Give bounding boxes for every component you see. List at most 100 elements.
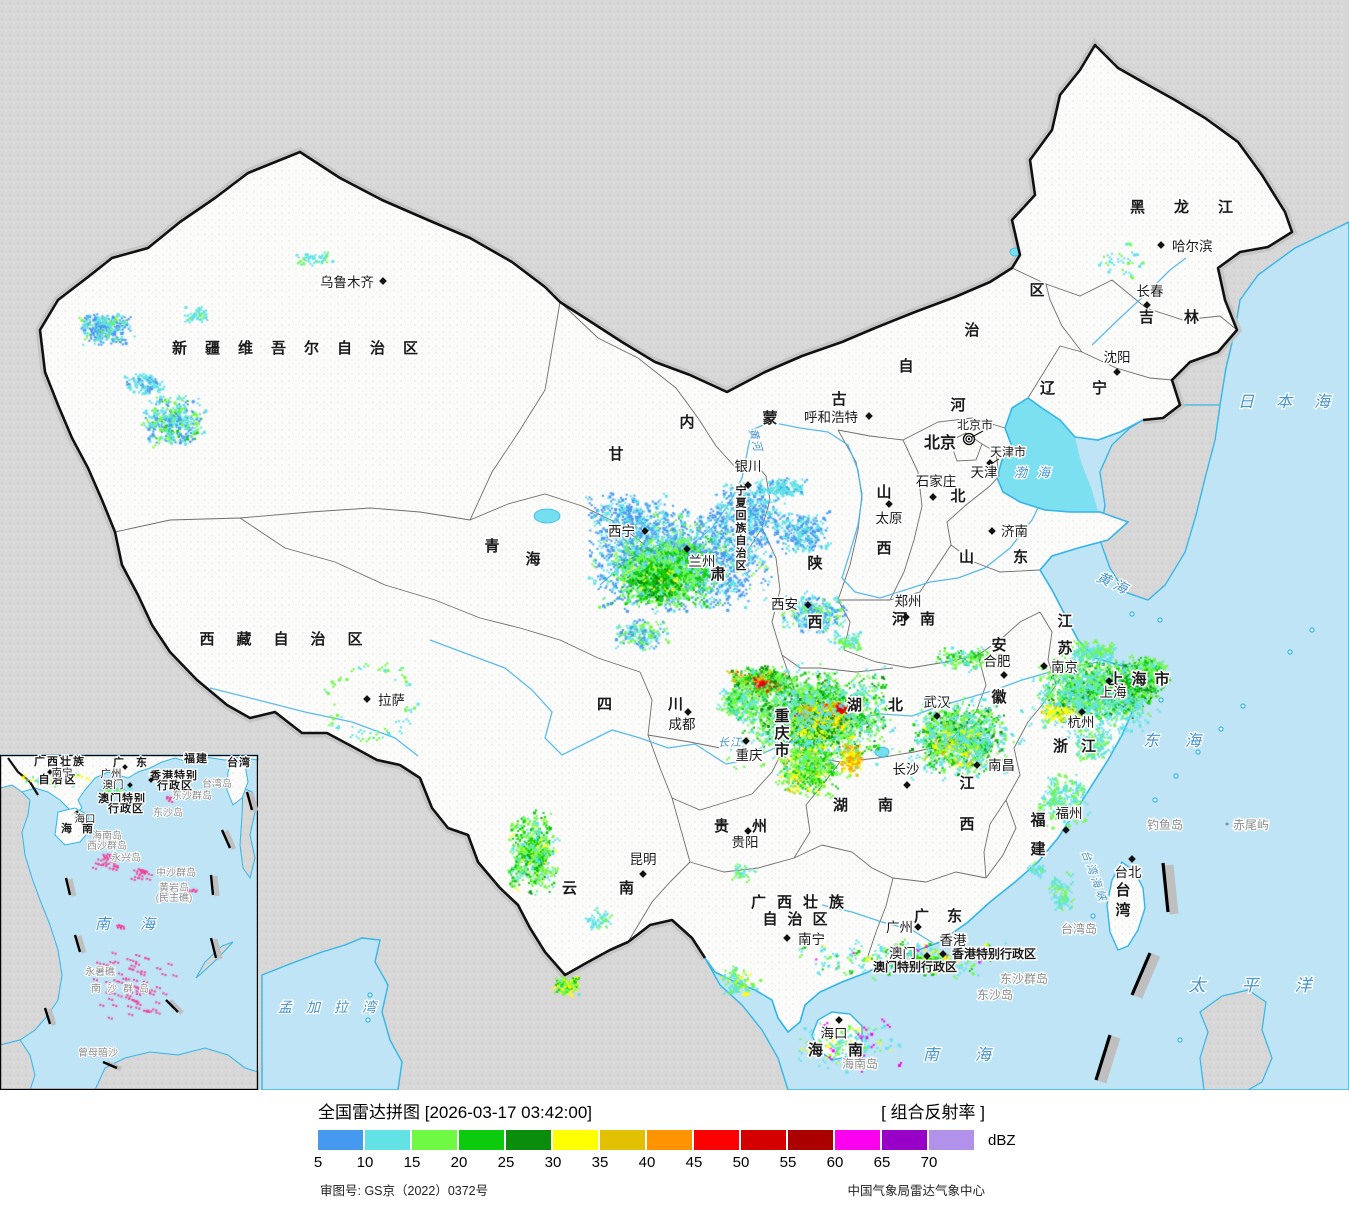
city-marker [1128,855,1136,863]
city-label: 杭州 [1068,715,1095,730]
legend-tick: 40 [638,1154,656,1171]
city-marker [1157,241,1165,249]
province-label: 福 [1029,811,1045,829]
inset-island-label: 海南岛 [92,829,122,842]
sea-label: 渤海 [1014,465,1060,480]
province-label: 徽 [990,688,1007,706]
city-marker [885,500,893,508]
city-label: 澳门 [889,946,916,961]
province-label: 庆 [774,724,789,742]
province-label: 安 [991,636,1006,654]
island-label: 海南岛 [842,1056,878,1071]
inset-dash-shadow [212,938,223,960]
province-label: 自治区 [762,910,837,928]
province-label: 新疆维吾尔自治区 [172,339,436,357]
credit-label: 中国气象局雷达气象中心 [847,1184,985,1198]
inset-dash-shadow [67,878,77,897]
city-marker [1000,671,1008,679]
city-marker [865,412,873,420]
inset-dash [209,937,218,959]
inset-island-label: (民主礁) [156,891,193,904]
city-label: 合肥 [984,654,1011,669]
inset-island-label: 曾母暗沙 [78,1046,118,1059]
boundary-dash-shadow [1133,953,1161,999]
province-label: 云南 [562,879,676,897]
province-label: 西 [876,540,891,557]
province-label: 江 [1057,612,1072,630]
inset-dash [102,1060,118,1070]
city-marker [379,277,387,285]
inset-island-label: 永兴岛 [111,851,141,864]
city-marker [914,923,922,931]
inset-province-label: 行政区 [156,778,193,792]
legend-panel: 全国雷达拼图 [2026-03-17 03:42:00] [ 组合反射率 ] d… [0,1090,1349,1208]
province-label: 黑龙江 [1130,198,1262,216]
legend-tick: 45 [685,1154,703,1171]
capital-symbol [967,437,971,441]
inset-city-marker [122,764,128,770]
province-label: 海 [525,550,540,568]
radar-echo-layer [0,0,1349,1090]
province-label: 北 [950,488,965,505]
map-title: 全国雷达拼图 [2026-03-17 03:42:00] [318,1103,593,1122]
city-marker [744,481,752,489]
city-label: 北京 [924,433,956,452]
legend-tick: 35 [591,1154,609,1171]
inset-island-label: 东沙群岛 [172,789,212,802]
island-label: 赤尾屿 [1233,818,1269,832]
inset-province-label: 香港特别 [149,768,198,782]
city-label: 天津 [971,465,998,480]
boundary-dash [1130,952,1152,996]
island-label: 东沙岛 [977,987,1013,1002]
city-marker [902,613,910,621]
inset-dash [165,999,179,1013]
city-label: 海口 [821,1026,848,1041]
city-label: 南宁 [798,931,825,947]
inset-province-label: 自治区 [39,772,78,786]
city-marker [939,950,947,958]
inset-island-label: 东沙岛 [153,806,183,819]
province-label: 四川 [597,696,739,713]
legend-tick: 50 [732,1154,750,1171]
city-label: 济南 [1001,524,1028,539]
inset-dash [64,877,72,896]
inset-city-label: 海口 [75,812,96,825]
legend-tick: 20 [450,1154,468,1171]
province-label: 浙江 [1053,737,1109,755]
inset-dash [73,934,82,953]
legend-swatch-35 [600,1130,645,1150]
city-label: 昆明 [630,852,657,867]
city-label: 重庆 [736,748,763,763]
inset-city-marker [127,782,133,788]
annotation-label: 北京市 [957,417,993,432]
city-label: 南京 [1051,660,1078,675]
province-label: 自 [736,533,747,547]
legend-tick: 5 [313,1154,323,1171]
legend-tick: 10 [356,1154,374,1171]
label-arrow [990,458,1000,465]
city-marker [929,493,937,501]
sea-label: 台湾海峡 [1079,848,1110,905]
boundary-dash [1094,1034,1112,1081]
province-label: 湖北 [847,697,929,714]
province-label: 广东 [914,907,980,925]
province-label: 肃 [710,565,725,583]
legend-swatch-65 [882,1130,927,1150]
province-label: 古 [831,390,846,408]
city-marker [923,952,931,960]
inset-island-label: 台湾岛 [202,777,232,790]
province-label: 辽宁 [1040,379,1144,397]
city-label: 哈尔滨 [1172,239,1213,254]
color-scale-ticks: 5 10 15 20 25 30 35 40 45 50 55 60 65 70 [0,1154,1349,1172]
province-label: 湾 [1115,901,1130,919]
legend-swatch-40 [647,1130,692,1150]
city-marker [988,527,996,535]
legend-swatch-55 [788,1130,833,1150]
province-label: 青 [484,537,499,555]
inset-island-label: 西沙群岛 [87,839,127,852]
inset-province-label: 台湾 [227,755,251,769]
province-label: 台 [1115,881,1130,899]
inset-island-label: 中沙群岛 [156,866,196,879]
